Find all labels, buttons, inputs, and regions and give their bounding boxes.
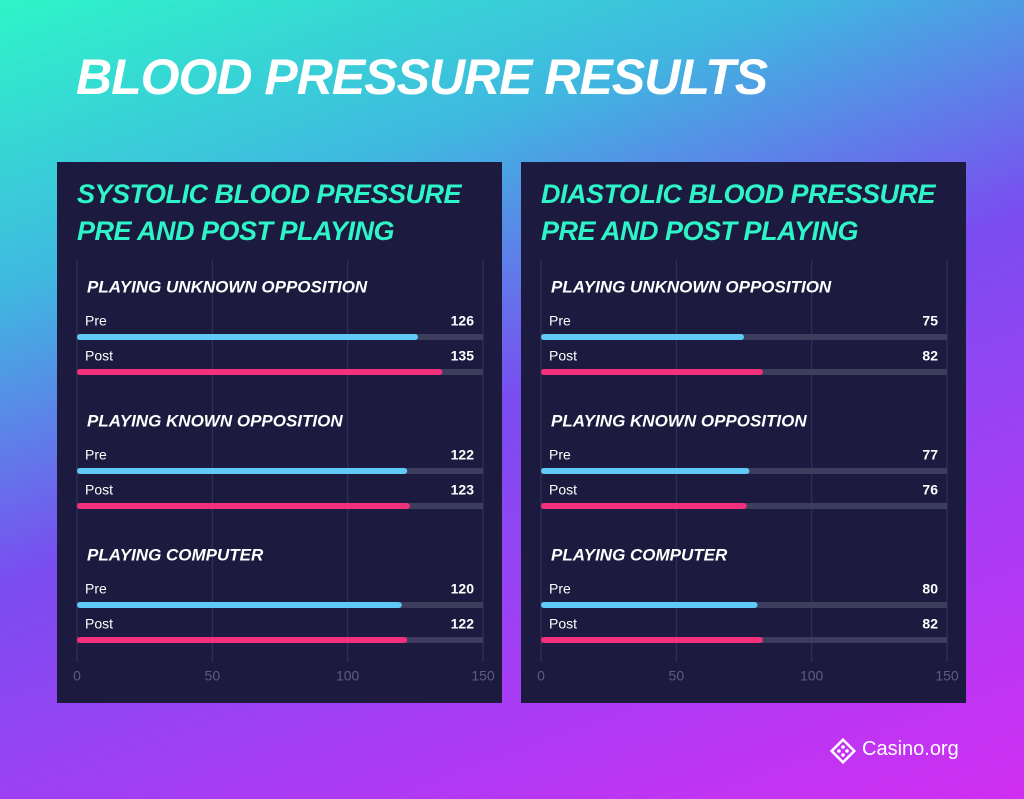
series-label: Pre — [549, 447, 571, 463]
bar — [77, 637, 408, 643]
bar — [541, 369, 763, 375]
value-label: 80 — [922, 581, 938, 597]
series-label: Pre — [85, 447, 107, 463]
value-label: 126 — [451, 313, 475, 329]
value-label: 82 — [922, 616, 938, 632]
chart-panel: DIASTOLIC BLOOD PRESSURE PRE AND POST PL… — [521, 162, 966, 703]
bar — [77, 602, 402, 608]
bar — [541, 468, 750, 474]
group-label: PLAYING KNOWN OPPOSITION — [87, 411, 343, 430]
chart: 0 50 100 150 PLAYING UNKNOWN OPPOSITION Pre 12… — [73, 260, 495, 684]
group-label: PLAYING COMPUTER — [87, 545, 264, 564]
series-label: Post — [549, 616, 577, 632]
chart-title: DIASTOLIC BLOOD PRESSURE PRE AND POST PL… — [541, 179, 936, 246]
x-tick-label: 50 — [669, 668, 685, 684]
series-label: Pre — [549, 313, 571, 329]
bar — [77, 369, 443, 375]
series-label: Post — [85, 482, 113, 498]
x-tick-label: 100 — [800, 668, 824, 684]
value-label: 122 — [451, 447, 475, 463]
logo-icon — [830, 738, 856, 764]
bar — [541, 602, 758, 608]
group-label: PLAYING UNKNOWN OPPOSITION — [87, 277, 368, 296]
series-label: Pre — [85, 581, 107, 597]
series-label: Post — [85, 616, 113, 632]
series-label: Post — [549, 348, 577, 364]
chart-title: SYSTOLIC BLOOD PRESSURE PRE AND POST PLA… — [77, 179, 462, 246]
series-label: Pre — [549, 581, 571, 597]
logo-text: Casino.org — [862, 738, 959, 760]
series-label: Post — [549, 482, 577, 498]
x-tick-label: 150 — [471, 668, 495, 684]
group-label: PLAYING KNOWN OPPOSITION — [551, 411, 807, 430]
value-label: 77 — [922, 447, 938, 463]
series-label: Post — [85, 348, 113, 364]
x-tick-label: 150 — [935, 668, 959, 684]
page-title: BLOOD PRESSURE RESULTS — [76, 49, 768, 105]
bar — [541, 637, 763, 643]
bar — [77, 468, 408, 474]
x-tick-label: 0 — [73, 668, 81, 684]
bar — [541, 503, 747, 509]
value-label: 135 — [451, 348, 475, 364]
chart-panel: SYSTOLIC BLOOD PRESSURE PRE AND POST PLA… — [57, 162, 502, 703]
value-label: 123 — [451, 482, 475, 498]
x-tick-label: 50 — [205, 668, 221, 684]
value-label: 82 — [922, 348, 938, 364]
bar — [77, 503, 410, 509]
value-label: 120 — [451, 581, 475, 597]
x-tick-label: 0 — [537, 668, 545, 684]
bar — [541, 334, 744, 340]
bar — [77, 334, 419, 340]
value-label: 75 — [922, 313, 938, 329]
group-label: PLAYING UNKNOWN OPPOSITION — [551, 277, 832, 296]
chart: 0 50 100 150 PLAYING UNKNOWN OPPOSITION Pre 75… — [537, 260, 959, 684]
group-label: PLAYING COMPUTER — [551, 545, 728, 564]
x-tick-label: 100 — [336, 668, 360, 684]
value-label: 122 — [451, 616, 475, 632]
value-label: 76 — [922, 482, 938, 498]
series-label: Pre — [85, 313, 107, 329]
